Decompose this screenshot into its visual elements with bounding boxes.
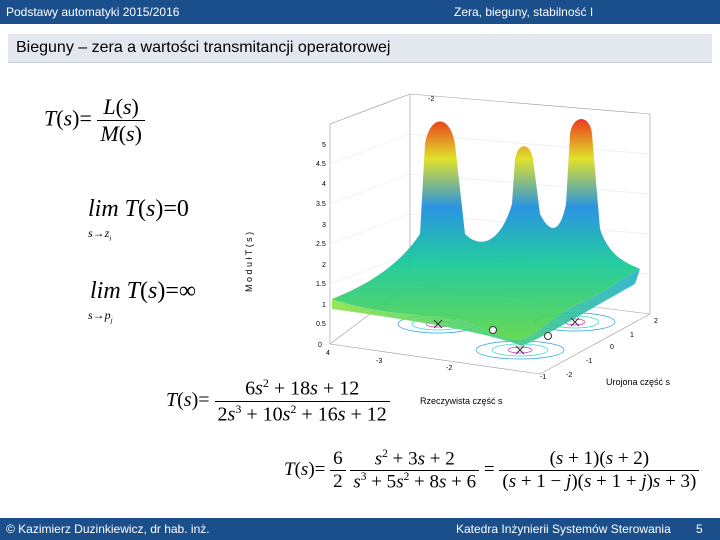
y-axis-label: Urojona część s bbox=[606, 377, 671, 387]
z-tick: 1 bbox=[322, 302, 326, 309]
slide-title-bar: Bieguny – zera a wartości transmitancji … bbox=[8, 34, 712, 63]
y-tick: 0 bbox=[610, 344, 614, 351]
pole-limit-subscript: s→pj bbox=[88, 308, 113, 325]
z-tick: 2 bbox=[322, 262, 326, 269]
top-tick: -2 bbox=[428, 96, 435, 103]
x-tick: -3 bbox=[376, 358, 383, 365]
z-tick: 0.5 bbox=[316, 321, 326, 328]
transfer-definition-equation: T(s)= L(s) M(s) bbox=[44, 94, 145, 147]
z-tick: 4 bbox=[322, 181, 326, 188]
slide-header: Podstawy automatyki 2015/2016 Zera, bieg… bbox=[0, 0, 720, 24]
zero-limit-equation: lim T(s)=0 bbox=[88, 196, 189, 222]
y-tick: 1 bbox=[630, 332, 634, 339]
author-credit: © Kazimierz Duzinkiewicz, dr hab. inż. bbox=[6, 522, 210, 536]
y-tick: 2 bbox=[654, 318, 658, 325]
slide-footer: © Kazimierz Duzinkiewicz, dr hab. inż. K… bbox=[0, 518, 720, 540]
slide-title: Bieguny – zera a wartości transmitancji … bbox=[16, 39, 391, 56]
x-tick: -1 bbox=[540, 374, 547, 381]
zero-limit-subscript: s→zi bbox=[88, 226, 112, 243]
x-tick: -2 bbox=[446, 365, 453, 372]
example-transfer-equation: T(s)= 6s2 + 18s + 12 2s3 + 10s2 + 16s + 1… bbox=[166, 376, 390, 426]
z-tick: 4.5 bbox=[316, 161, 326, 168]
transfer-magnitude-surface-plot bbox=[329, 93, 651, 375]
page-number: 5 bbox=[696, 522, 703, 536]
z-tick: 3.5 bbox=[316, 201, 326, 208]
z-tick: 0 bbox=[318, 342, 322, 349]
x-axis-label: Rzeczywista część s bbox=[420, 396, 503, 406]
course-name: Podstawy automatyki 2015/2016 bbox=[6, 5, 180, 19]
z-tick: 1.5 bbox=[316, 281, 326, 288]
x-tick: 4 bbox=[326, 350, 330, 357]
z-tick: 5 bbox=[322, 142, 326, 149]
z-axis-label: M o d u ł T ( s ) bbox=[244, 231, 254, 292]
department-name: Katedra Inżynierii Systemów Sterowania bbox=[456, 522, 671, 536]
pole-limit-equation: lim T(s)=∞ bbox=[90, 278, 196, 304]
z-tick: 2.5 bbox=[316, 241, 326, 248]
z-tick: 3 bbox=[322, 222, 326, 229]
y-tick: -1 bbox=[586, 358, 593, 365]
lecture-topic: Zera, bieguny, stabilność I bbox=[454, 5, 594, 19]
y-tick: -2 bbox=[566, 372, 573, 379]
